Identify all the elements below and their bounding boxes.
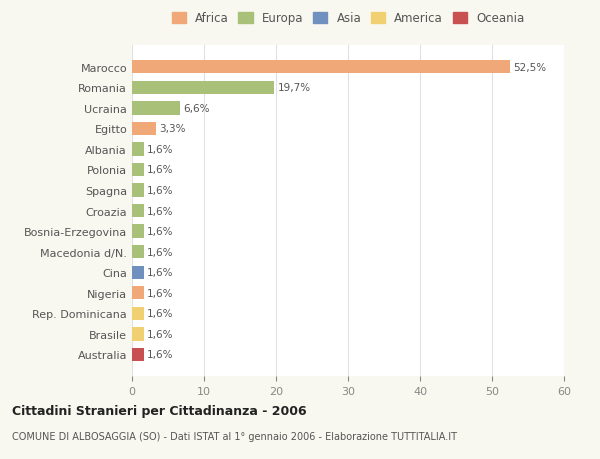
Bar: [132, 123, 156, 136]
Text: 19,7%: 19,7%: [277, 83, 311, 93]
Legend: Africa, Europa, Asia, America, Oceania: Africa, Europa, Asia, America, Oceania: [168, 9, 528, 29]
Text: 1,6%: 1,6%: [147, 288, 173, 298]
Text: Cittadini Stranieri per Cittadinanza - 2006: Cittadini Stranieri per Cittadinanza - 2…: [12, 404, 307, 417]
Bar: [132, 184, 143, 197]
Text: 1,6%: 1,6%: [147, 309, 173, 319]
Text: 1,6%: 1,6%: [147, 329, 173, 339]
Text: 1,6%: 1,6%: [147, 247, 173, 257]
Text: 1,6%: 1,6%: [147, 145, 173, 155]
Bar: [132, 286, 143, 300]
Text: 1,6%: 1,6%: [147, 165, 173, 175]
Bar: [132, 328, 143, 341]
Bar: [132, 163, 143, 177]
Text: 6,6%: 6,6%: [183, 104, 209, 113]
Text: 1,6%: 1,6%: [147, 350, 173, 360]
Bar: [132, 266, 143, 280]
Text: 1,6%: 1,6%: [147, 227, 173, 237]
Text: 1,6%: 1,6%: [147, 185, 173, 196]
Bar: [132, 246, 143, 259]
Bar: [132, 348, 143, 361]
Bar: [132, 102, 179, 115]
Bar: [132, 204, 143, 218]
Bar: [132, 81, 274, 95]
Bar: [132, 225, 143, 238]
Text: COMUNE DI ALBOSAGGIA (SO) - Dati ISTAT al 1° gennaio 2006 - Elaborazione TUTTITA: COMUNE DI ALBOSAGGIA (SO) - Dati ISTAT a…: [12, 431, 457, 442]
Bar: [132, 61, 510, 74]
Text: 1,6%: 1,6%: [147, 268, 173, 278]
Text: 3,3%: 3,3%: [160, 124, 186, 134]
Text: 1,6%: 1,6%: [147, 206, 173, 216]
Text: 52,5%: 52,5%: [514, 62, 547, 73]
Bar: [132, 307, 143, 320]
Bar: [132, 143, 143, 156]
